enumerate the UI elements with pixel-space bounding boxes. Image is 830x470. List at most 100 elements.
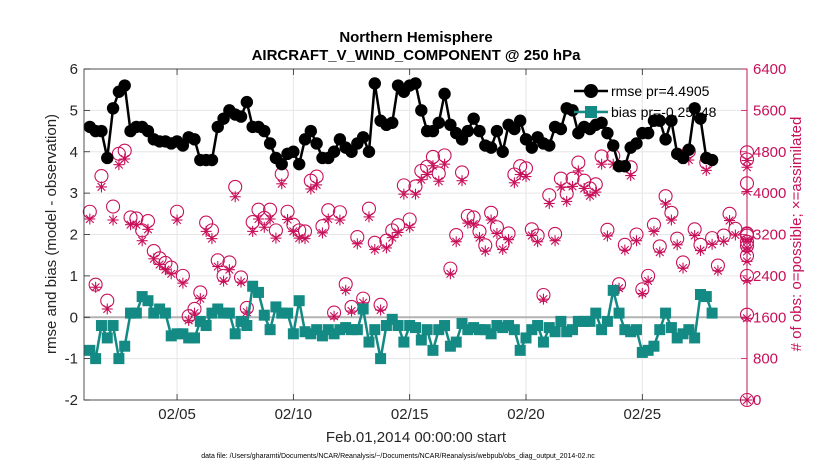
obs-assimilated-stroke — [213, 262, 223, 271]
obs-assimilated-stroke — [428, 161, 438, 170]
bias-point — [293, 295, 305, 307]
obs-assimilated-stroke — [475, 233, 484, 242]
obs-assimilated-stroke — [696, 246, 705, 255]
rmse-point — [101, 151, 114, 165]
y-axis-label: rmse and bias (model - observation) — [43, 114, 60, 354]
obs-assimilated-stroke — [196, 294, 205, 303]
obs-assimilated-stroke — [521, 172, 531, 181]
obs-assimilated-stroke — [329, 311, 339, 321]
obs-assimilated-stroke — [620, 245, 630, 255]
bias-point — [450, 336, 462, 348]
bias-point — [444, 340, 456, 352]
obs-assimilated-point — [363, 211, 375, 223]
obs-assimilated-point — [497, 243, 509, 255]
bias-point — [183, 332, 195, 344]
bias-point — [223, 307, 235, 319]
obs-assimilated-point — [415, 174, 427, 186]
obs-assimilated-point — [549, 235, 561, 247]
legend-bias-marker-icon — [585, 106, 597, 118]
obs-assimilated-point — [252, 213, 264, 225]
bias-point — [468, 322, 480, 334]
bias-point — [392, 320, 404, 332]
y2-axis-label: # of obs: o=possible; ×=assimilated — [788, 117, 805, 352]
obs-assimilated-stroke — [225, 265, 234, 274]
obs-assimilated-point — [282, 214, 294, 226]
bias-point — [276, 307, 288, 319]
rmse-point — [607, 139, 620, 152]
obs-assimilated-stroke — [260, 223, 269, 232]
y-tick-label-7: 5 — [70, 102, 78, 119]
bias-point — [142, 295, 154, 307]
bias-point — [619, 324, 631, 336]
rmse-point — [304, 124, 318, 138]
bias-point — [258, 309, 270, 321]
obs-assimilated-point — [90, 281, 102, 293]
bias-point — [601, 315, 613, 327]
obs-assimilated-point — [107, 214, 119, 226]
obs-assimilated-point — [142, 223, 154, 235]
obs-assimilated-stroke — [103, 304, 112, 314]
obs-assimilated-stroke — [306, 184, 316, 194]
bias-point — [305, 328, 317, 340]
obs-assimilated-stroke — [254, 214, 263, 224]
bias-point — [625, 326, 637, 338]
obs-assimilated-point — [508, 177, 520, 189]
obs-assimilated-stroke — [597, 159, 606, 169]
obs-assimilated-point — [340, 284, 352, 296]
bias-point — [334, 324, 346, 336]
obs-assimilated-point — [712, 265, 724, 277]
obs-assimilated-point — [654, 246, 666, 258]
rmse-point — [490, 124, 504, 138]
legend-rmse-label: rmse pr=4.4905 — [611, 83, 710, 99]
obs-assimilated-point — [543, 197, 555, 209]
obs-assimilated-stroke — [335, 215, 345, 225]
bias-point — [607, 284, 619, 296]
rmse-point — [263, 137, 277, 150]
obs-assimilated-point — [183, 314, 195, 326]
bias-point — [165, 330, 177, 342]
obs-assimilated-point — [334, 214, 346, 226]
bias-point — [264, 324, 276, 336]
rmse-point — [106, 102, 120, 115]
rmse-point — [188, 133, 201, 146]
obs-assimilated-stroke — [632, 236, 641, 245]
obs-assimilated-stroke — [539, 294, 548, 304]
obs-assimilated-point — [520, 171, 532, 183]
bias-point — [613, 307, 625, 319]
bias-point — [189, 332, 200, 344]
y-tick-label-5: 3 — [70, 185, 78, 202]
obs-assimilated-point — [450, 236, 462, 248]
rmse-point — [566, 104, 579, 117]
obs-assimilated-stroke — [265, 214, 275, 224]
obs-assimilated-point — [299, 233, 311, 245]
obs-assimilated-point — [596, 158, 608, 170]
obs-assimilated-point — [631, 235, 642, 247]
rmse-point — [438, 87, 451, 101]
x-axis-label: Feb.01,2014 00:00:00 start — [326, 429, 507, 446]
obs-assimilated-stroke — [172, 215, 182, 225]
bias-point — [694, 288, 706, 300]
obs-assimilated-point — [729, 229, 741, 241]
obs-assimilated-stroke — [236, 277, 246, 287]
x-tick-label-1: 02/10 — [275, 406, 313, 423]
y-tick-label-2: 0 — [70, 309, 78, 326]
rmse-point — [525, 141, 539, 154]
y-tick-label-3: 1 — [70, 268, 78, 285]
bias-point — [410, 322, 421, 334]
bias-point — [177, 328, 189, 340]
obs-assimilated-stroke — [300, 234, 310, 243]
obs-assimilated-point — [665, 214, 677, 226]
bias-point — [404, 320, 416, 332]
x-tick-label-0: 02/05 — [158, 406, 196, 423]
obs-assimilated-point — [473, 232, 485, 244]
obs-assimilated-point — [398, 188, 410, 200]
bias-point — [90, 353, 102, 365]
bias-point — [567, 324, 579, 336]
y-tick-label-4: 2 — [70, 227, 78, 244]
obs-assimilated-point — [677, 262, 689, 274]
bias-point — [130, 307, 142, 319]
obs-assimilated-point — [189, 307, 200, 319]
obs-assimilated-point — [351, 238, 363, 250]
bias-point — [386, 313, 398, 325]
